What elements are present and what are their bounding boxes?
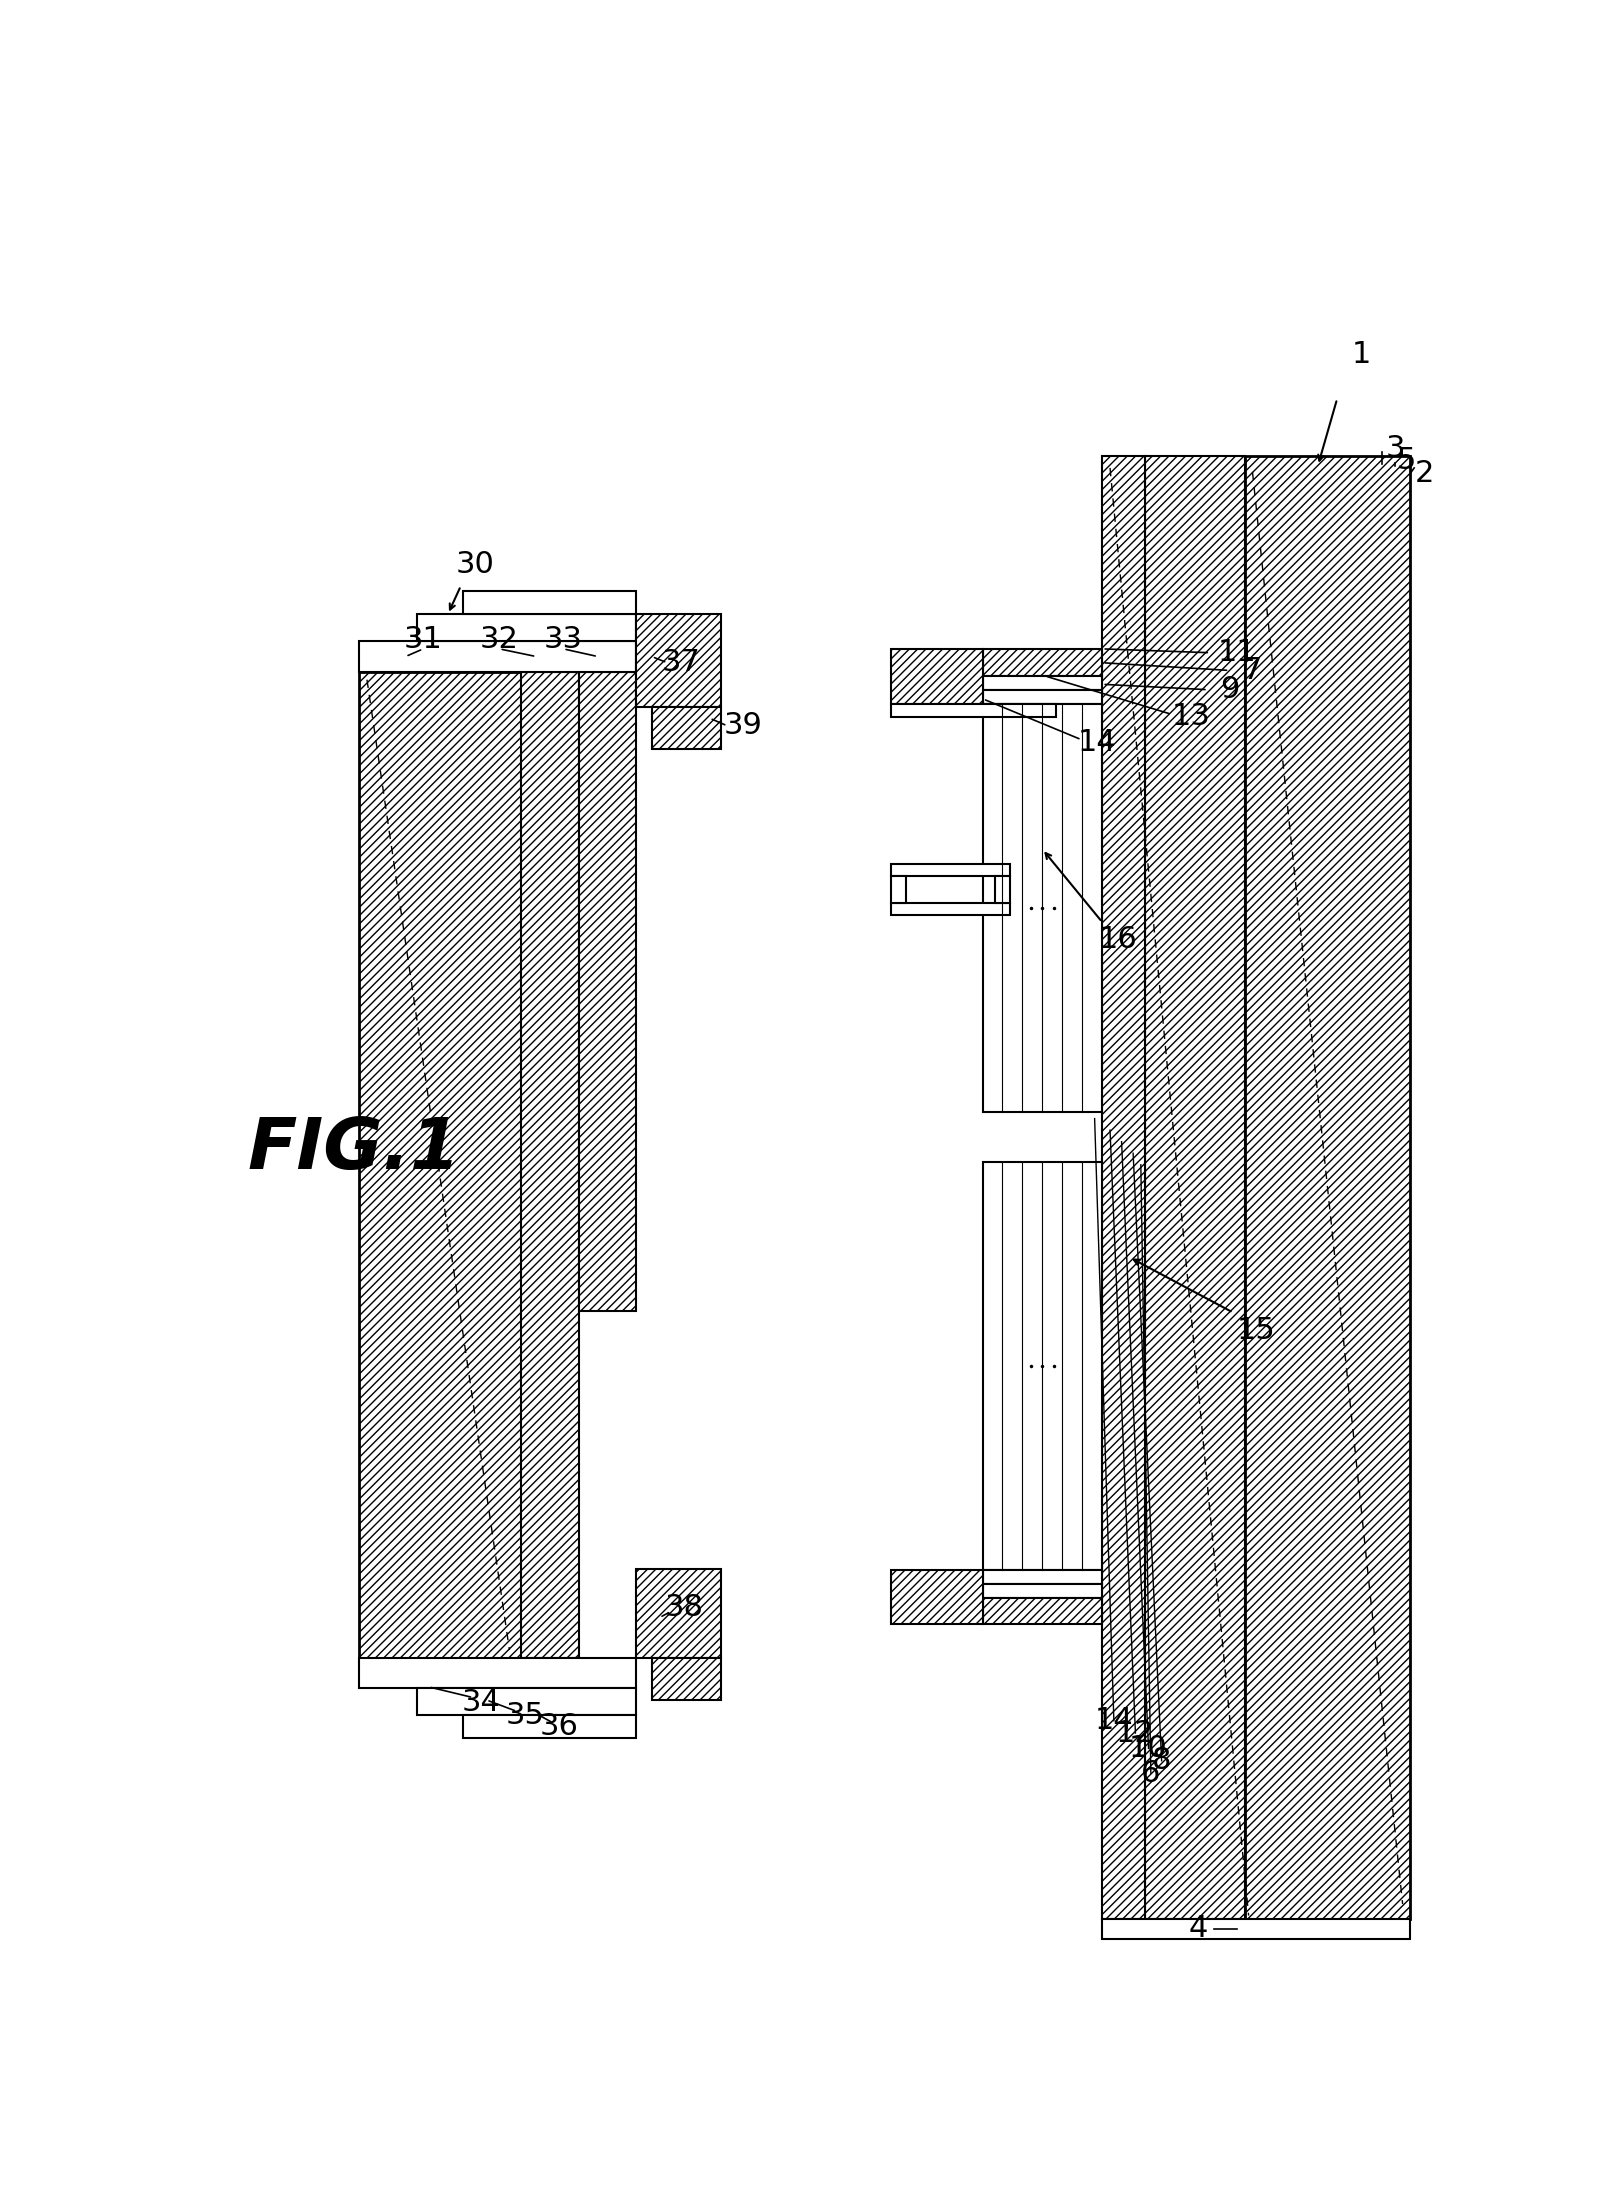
Text: 1: 1: [1352, 341, 1372, 369]
Text: 16: 16: [1098, 926, 1137, 954]
Bar: [890, 704, 1056, 717]
Text: 7: 7: [1243, 655, 1262, 684]
Bar: [984, 1161, 1103, 1570]
Text: 6: 6: [1141, 1759, 1161, 1788]
Text: 11: 11: [1217, 638, 1256, 666]
Text: 39: 39: [723, 712, 762, 741]
Text: 3: 3: [1385, 433, 1404, 464]
Bar: [890, 649, 984, 704]
Bar: [359, 1658, 636, 1689]
Text: 33: 33: [544, 625, 583, 653]
Text: 10: 10: [1129, 1735, 1167, 1764]
Bar: [984, 649, 1103, 675]
Text: 14: 14: [1095, 1706, 1133, 1735]
Text: 37: 37: [662, 649, 700, 677]
Bar: [984, 675, 1103, 690]
Text: 15: 15: [1236, 1315, 1275, 1346]
Bar: [984, 1570, 1103, 1583]
Text: 12: 12: [1116, 1720, 1154, 1748]
Bar: [890, 864, 1009, 875]
Bar: [652, 1658, 721, 1700]
Bar: [890, 875, 906, 904]
Text: 4: 4: [1188, 1913, 1208, 1944]
Text: 30: 30: [456, 550, 494, 578]
Text: 5: 5: [1397, 446, 1417, 475]
Text: 36: 36: [539, 1713, 580, 1742]
Bar: [984, 690, 1103, 704]
Text: 38: 38: [665, 1592, 704, 1623]
Bar: [984, 1583, 1103, 1596]
Text: 31: 31: [404, 625, 443, 653]
Bar: [995, 875, 1009, 904]
Bar: [890, 1570, 984, 1625]
Bar: [417, 614, 636, 642]
Bar: [359, 642, 636, 673]
Text: 32: 32: [480, 625, 518, 653]
Bar: [578, 673, 636, 1311]
Text: 34: 34: [462, 1689, 501, 1717]
Bar: [1145, 457, 1245, 1920]
Bar: [636, 614, 721, 706]
Bar: [984, 1596, 1103, 1625]
Text: 13: 13: [1172, 701, 1211, 730]
Bar: [522, 673, 578, 1658]
Bar: [636, 1570, 721, 1658]
Bar: [464, 1715, 636, 1739]
Bar: [1103, 1920, 1410, 1940]
Text: 2: 2: [1415, 460, 1435, 488]
Bar: [984, 704, 1103, 1113]
Bar: [464, 592, 636, 614]
Bar: [890, 904, 1009, 915]
Text: 14: 14: [1077, 728, 1116, 756]
Bar: [652, 706, 721, 750]
Bar: [1103, 457, 1145, 1920]
Text: 35: 35: [506, 1700, 544, 1731]
Text: FIG.1: FIG.1: [248, 1115, 460, 1183]
Text: 8: 8: [1151, 1746, 1172, 1775]
Bar: [1245, 457, 1410, 1920]
Text: 9: 9: [1220, 675, 1240, 704]
Bar: [359, 673, 522, 1658]
Bar: [417, 1689, 636, 1715]
